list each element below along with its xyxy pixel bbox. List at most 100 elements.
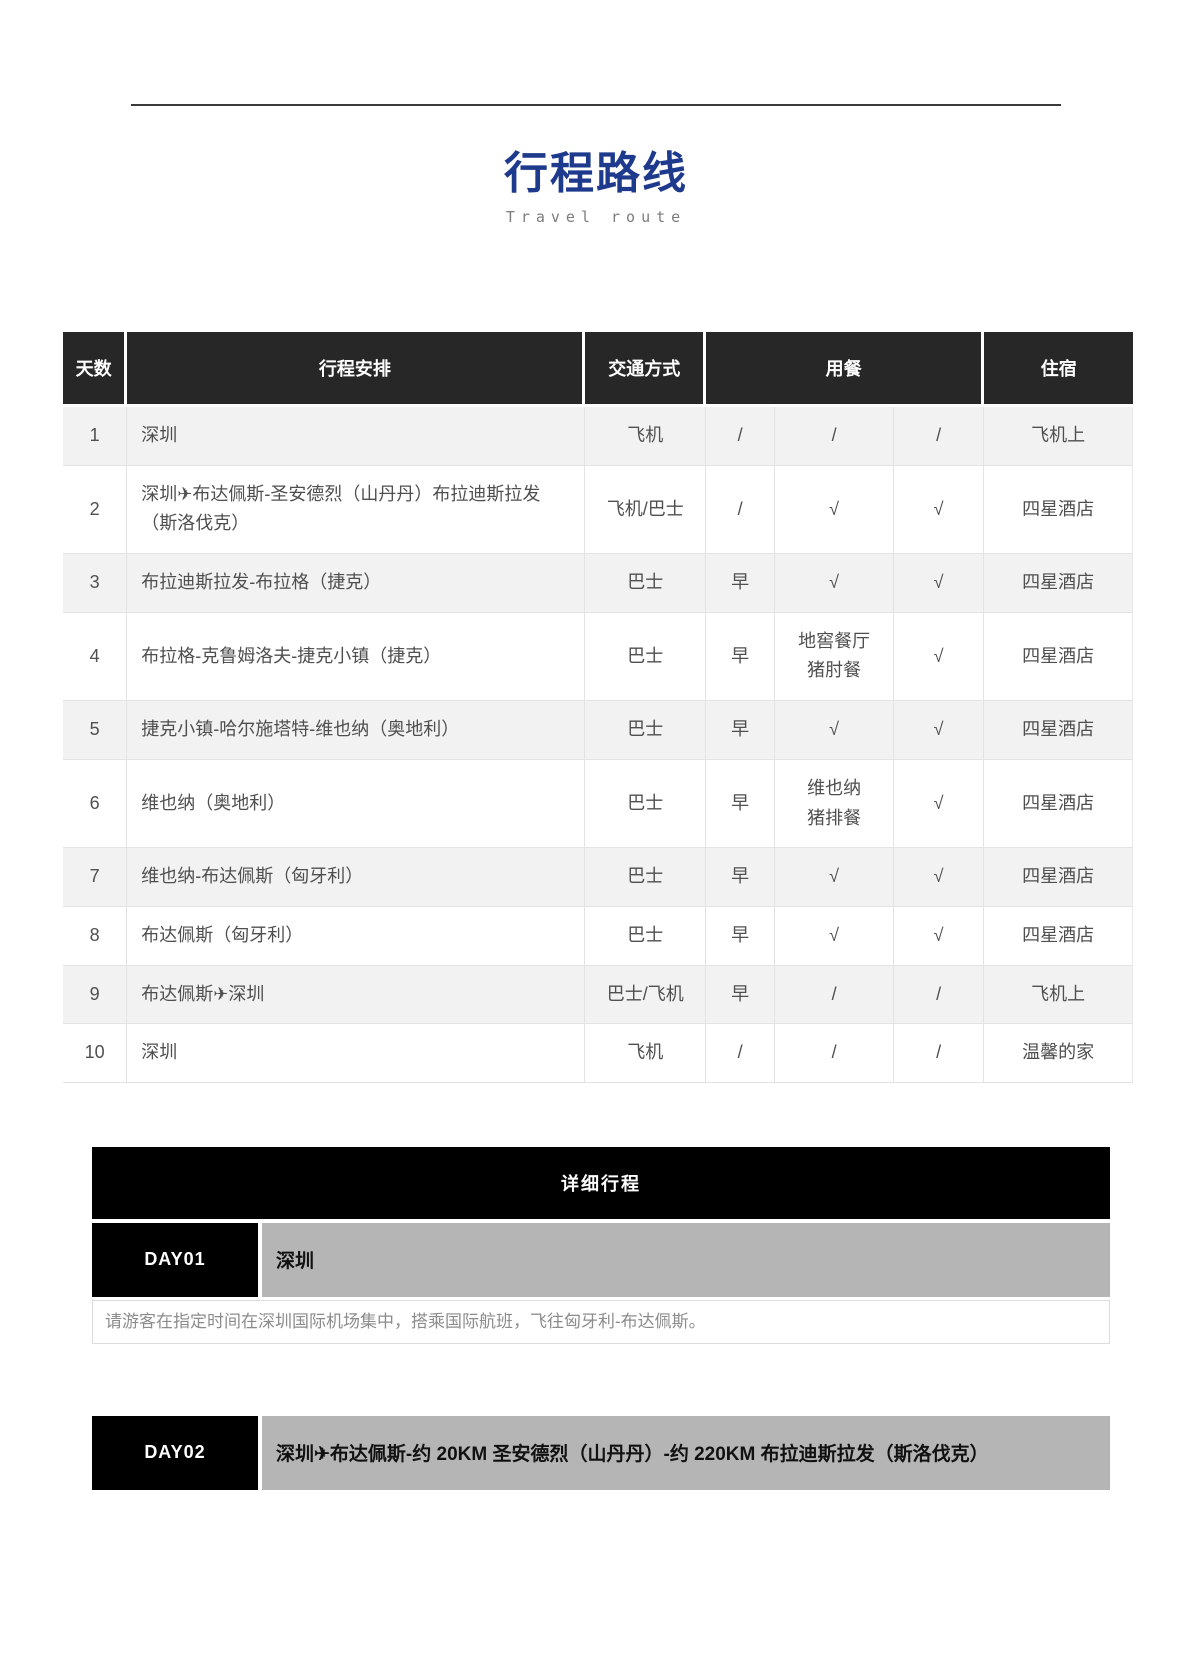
meal-cell: / bbox=[706, 407, 776, 466]
meal-cell: √ bbox=[893, 612, 985, 702]
day01-description: 请游客在指定时间在深圳国际机场集中，搭乘国际航班，飞往匈牙利-布达佩斯。 bbox=[92, 1299, 1110, 1344]
day-cell: 8 bbox=[63, 906, 128, 966]
day01-label: DAY01 bbox=[92, 1222, 258, 1297]
itinerary-cell: 布拉格-克鲁姆洛夫-捷克小镇（捷克） bbox=[127, 612, 586, 702]
day02-label: DAY02 bbox=[92, 1415, 258, 1490]
meal-cell: / bbox=[706, 1024, 776, 1083]
transport-cell: 巴士 bbox=[585, 554, 706, 613]
detail-section: 详细行程 DAY01 深圳 请游客在指定时间在深圳国际机场集中，搭乘国际航班，飞… bbox=[92, 1146, 1110, 1490]
day-cell: 5 bbox=[63, 701, 128, 760]
table-row: 1 深圳 飞机 / / / 飞机上 bbox=[63, 407, 1133, 466]
transport-cell: 巴士 bbox=[585, 906, 706, 966]
table-row: 8 布达佩斯（匈牙利） 巴士早 √ √ 四星酒店 bbox=[63, 906, 1133, 966]
itinerary-cell: 布达佩斯✈深圳 bbox=[127, 965, 586, 1025]
meal-cell: √ bbox=[893, 554, 985, 613]
day-cell: 2 bbox=[63, 465, 128, 555]
route-table-body: 1 深圳 飞机 / / / 飞机上 2 深圳✈布达佩斯-圣安德烈（山丹丹）布拉迪斯拉发（斯洛伐克… bbox=[63, 407, 1133, 1083]
meal-cell: 早 bbox=[706, 554, 776, 613]
meal-cell: √ bbox=[775, 906, 894, 966]
title-divider-line bbox=[131, 104, 1061, 106]
day-cell: 7 bbox=[63, 848, 128, 907]
meal-cell: / bbox=[775, 407, 894, 466]
meal-cell: √ bbox=[775, 701, 894, 760]
meal-cell: √ bbox=[775, 554, 894, 613]
header-transport: 交通方式 bbox=[585, 332, 706, 407]
meal-cell: 地窖餐厅 猪肘餐 bbox=[775, 612, 894, 702]
header-days: 天数 bbox=[63, 332, 128, 407]
lodging-cell: 四星酒店 bbox=[984, 759, 1133, 849]
table-row: 5 捷克小镇-哈尔施塔特-维也纳（奥地利） 巴士早 √ √ 四星酒店 bbox=[63, 701, 1133, 760]
route-table-header: 天数 行程安排 交通方式 用餐 住宿 bbox=[63, 332, 1133, 407]
itinerary-cell: 深圳 bbox=[127, 407, 586, 466]
transport-cell: 巴士 bbox=[585, 701, 706, 760]
header-lodging: 住宿 bbox=[984, 332, 1133, 407]
table-row: 6 维也纳（奥地利） 巴士早维也纳 猪排餐 √ 四星酒店 bbox=[63, 759, 1133, 849]
meal-cell: √ bbox=[893, 465, 985, 555]
itinerary-cell: 维也纳（奥地利） bbox=[127, 759, 586, 849]
meal-cell: / bbox=[893, 1024, 985, 1083]
lodging-cell: 四星酒店 bbox=[984, 848, 1133, 907]
day-cell: 3 bbox=[63, 554, 128, 613]
meal-cell: 早 bbox=[706, 906, 776, 966]
title-block: 行程路线 Travel route bbox=[131, 152, 1061, 227]
itinerary-cell: 深圳✈布达佩斯-圣安德烈（山丹丹）布拉迪斯拉发（斯洛伐克） bbox=[127, 465, 586, 555]
header-meals: 用餐 bbox=[706, 332, 985, 407]
day01-title: 深圳 bbox=[262, 1222, 1110, 1297]
table-row: 2 深圳✈布达佩斯-圣安德烈（山丹丹）布拉迪斯拉发（斯洛伐克） 飞机/巴士 / √ √ 四星… bbox=[63, 465, 1133, 555]
meal-cell: √ bbox=[775, 848, 894, 907]
meal-cell: 早 bbox=[706, 612, 776, 702]
day-cell: 9 bbox=[63, 965, 128, 1025]
day-cell: 1 bbox=[63, 407, 128, 466]
table-row: 10 深圳 飞机 / / / 温馨的家 bbox=[63, 1024, 1133, 1083]
transport-cell: 巴士 bbox=[585, 848, 706, 907]
meal-cell: / bbox=[893, 965, 985, 1025]
meal-cell: 早 bbox=[706, 759, 776, 849]
itinerary-cell: 深圳 bbox=[127, 1024, 586, 1083]
lodging-cell: 四星酒店 bbox=[984, 465, 1133, 555]
meal-cell: √ bbox=[893, 701, 985, 760]
meal-cell: √ bbox=[893, 848, 985, 907]
transport-cell: 飞机 bbox=[585, 407, 706, 466]
meal-cell: 早 bbox=[706, 965, 776, 1025]
transport-cell: 巴士/飞机 bbox=[585, 965, 706, 1025]
lodging-cell: 四星酒店 bbox=[984, 554, 1133, 613]
meal-cell: / bbox=[893, 407, 985, 466]
meal-cell: √ bbox=[893, 906, 985, 966]
day-cell: 6 bbox=[63, 759, 128, 849]
day-cell: 4 bbox=[63, 612, 128, 702]
lodging-cell: 四星酒店 bbox=[984, 701, 1133, 760]
meal-cell: 早 bbox=[706, 848, 776, 907]
table-row: 3 布拉迪斯拉发-布拉格（捷克） 巴士早 √ √ 四星酒店 bbox=[63, 554, 1133, 613]
transport-cell: 飞机 bbox=[585, 1024, 706, 1083]
transport-cell: 巴士 bbox=[585, 759, 706, 849]
lodging-cell: 飞机上 bbox=[984, 407, 1133, 466]
itinerary-cell: 布拉迪斯拉发-布拉格（捷克） bbox=[127, 554, 586, 613]
header-itinerary: 行程安排 bbox=[127, 332, 586, 407]
table-row: 9 布达佩斯✈深圳 巴士/飞机早 / / 飞机上 bbox=[63, 965, 1133, 1025]
day02-row: DAY02 深圳✈布达佩斯-约 20KM 圣安德烈（山丹丹）-约 220KM 布… bbox=[92, 1415, 1110, 1490]
transport-cell: 巴士 bbox=[585, 612, 706, 702]
meal-cell: 维也纳 猪排餐 bbox=[775, 759, 894, 849]
meal-cell: √ bbox=[775, 465, 894, 555]
itinerary-cell: 捷克小镇-哈尔施塔特-维也纳（奥地利） bbox=[127, 701, 586, 760]
day01-row: DAY01 深圳 bbox=[92, 1222, 1110, 1297]
lodging-cell: 温馨的家 bbox=[984, 1024, 1133, 1083]
itinerary-cell: 布达佩斯（匈牙利） bbox=[127, 906, 586, 966]
itinerary-cell: 维也纳-布达佩斯（匈牙利） bbox=[127, 848, 586, 907]
table-row: 4 布拉格-克鲁姆洛夫-捷克小镇（捷克） 巴士早地窖餐厅 猪肘餐 √ 四星酒店 bbox=[63, 612, 1133, 702]
meal-cell: / bbox=[775, 965, 894, 1025]
meal-cell: 早 bbox=[706, 701, 776, 760]
lodging-cell: 四星酒店 bbox=[984, 612, 1133, 702]
detail-section-header: 详细行程 bbox=[92, 1146, 1110, 1219]
page-subtitle: Travel route bbox=[505, 208, 687, 226]
meal-cell: √ bbox=[893, 759, 985, 849]
day02-title: 深圳✈布达佩斯-约 20KM 圣安德烈（山丹丹）-约 220KM 布拉迪斯拉发（… bbox=[262, 1415, 1110, 1490]
meal-cell: / bbox=[775, 1024, 894, 1083]
lodging-cell: 四星酒店 bbox=[984, 906, 1133, 966]
transport-cell: 飞机/巴士 bbox=[585, 465, 706, 555]
lodging-cell: 飞机上 bbox=[984, 965, 1133, 1025]
header-row: 天数 行程安排 交通方式 用餐 住宿 bbox=[63, 332, 1133, 407]
table-row: 7 维也纳-布达佩斯（匈牙利） 巴士早 √ √ 四星酒店 bbox=[63, 848, 1133, 907]
day-cell: 10 bbox=[63, 1024, 128, 1083]
